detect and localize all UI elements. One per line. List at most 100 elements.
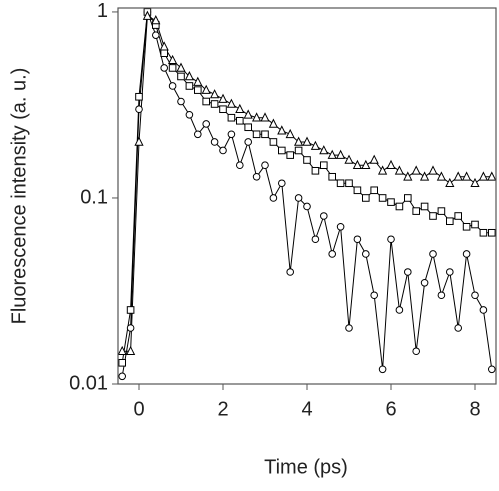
data-point xyxy=(302,136,312,146)
data-point xyxy=(478,171,489,181)
data-point xyxy=(160,49,168,58)
data-point xyxy=(412,207,420,215)
x-tick-label: 8 xyxy=(469,398,480,420)
data-point xyxy=(236,161,244,170)
data-point xyxy=(395,306,404,314)
data-point xyxy=(361,159,371,170)
data-point xyxy=(429,250,437,258)
data-point xyxy=(126,324,135,332)
data-point xyxy=(236,116,244,125)
data-point xyxy=(126,306,135,314)
data-point xyxy=(378,365,387,374)
data-point xyxy=(252,130,261,139)
data-point xyxy=(294,146,303,155)
data-point xyxy=(462,222,471,231)
data-point xyxy=(369,154,379,164)
data-point xyxy=(319,145,329,155)
data-point xyxy=(159,41,169,51)
data-point xyxy=(194,130,202,139)
data-point xyxy=(168,64,177,72)
data-point xyxy=(487,171,496,181)
data-point xyxy=(219,146,227,155)
x-tick-label: 6 xyxy=(385,398,396,420)
data-point xyxy=(370,291,379,300)
data-point xyxy=(201,84,211,94)
data-point xyxy=(412,347,421,356)
data-point xyxy=(461,171,472,181)
y-tick-label: 1 xyxy=(97,0,108,22)
data-point xyxy=(395,202,404,211)
data-point xyxy=(243,109,253,119)
data-point xyxy=(404,268,412,276)
data-point xyxy=(210,138,219,146)
data-point xyxy=(428,165,438,175)
data-point xyxy=(202,120,210,128)
data-point xyxy=(251,112,262,122)
data-point xyxy=(151,15,161,25)
data-point xyxy=(311,235,320,244)
data-point xyxy=(335,149,346,159)
data-point xyxy=(193,76,203,86)
data-point xyxy=(437,291,446,300)
data-point xyxy=(219,105,227,114)
data-point xyxy=(278,179,286,188)
data-point xyxy=(294,194,303,202)
series-line xyxy=(121,11,493,377)
data-point xyxy=(479,228,488,237)
data-point xyxy=(118,359,127,367)
data-point xyxy=(429,212,437,220)
data-point xyxy=(118,372,126,381)
data-point xyxy=(328,172,336,181)
data-point xyxy=(135,105,143,114)
data-point xyxy=(125,345,136,356)
data-point xyxy=(446,217,454,226)
data-point xyxy=(177,97,185,106)
data-point xyxy=(352,159,363,170)
data-point xyxy=(286,151,294,159)
data-point xyxy=(135,92,143,101)
data-point xyxy=(387,198,395,206)
data-point xyxy=(168,82,177,90)
data-point xyxy=(285,128,295,139)
data-point xyxy=(227,130,236,139)
data-point xyxy=(471,220,479,229)
y-axis-label: Fluorescence intensity (a. u.) xyxy=(8,68,30,325)
data-point xyxy=(244,123,252,132)
data-point xyxy=(134,136,144,146)
data-point xyxy=(344,154,354,164)
data-point xyxy=(235,103,245,114)
data-point xyxy=(345,179,353,188)
data-point xyxy=(454,324,463,332)
data-point xyxy=(453,171,463,181)
data-point xyxy=(370,186,378,195)
data-point xyxy=(328,250,337,258)
data-point xyxy=(194,86,202,94)
data-point xyxy=(152,31,160,39)
data-point xyxy=(394,165,405,175)
data-point xyxy=(185,82,194,90)
data-point xyxy=(420,202,429,211)
data-point xyxy=(404,194,412,202)
data-point xyxy=(244,138,252,146)
data-point xyxy=(386,159,396,170)
data-point xyxy=(167,54,178,65)
data-point xyxy=(303,156,311,164)
data-point xyxy=(420,278,429,287)
x-tick-label: 4 xyxy=(301,398,312,420)
data-point xyxy=(252,172,261,181)
data-point xyxy=(362,194,370,202)
data-point xyxy=(269,138,278,146)
y-tick-label: 0.1 xyxy=(80,186,108,208)
data-point xyxy=(209,89,220,99)
data-point xyxy=(345,324,353,332)
data-point xyxy=(176,62,186,72)
x-axis-label: Time (ps) xyxy=(264,456,348,478)
data-point xyxy=(479,306,488,314)
data-point xyxy=(419,171,430,181)
data-point xyxy=(310,140,321,150)
data-point xyxy=(411,165,421,175)
data-point xyxy=(278,146,286,155)
data-point xyxy=(445,177,455,188)
data-point xyxy=(488,365,496,374)
data-point xyxy=(403,171,413,181)
